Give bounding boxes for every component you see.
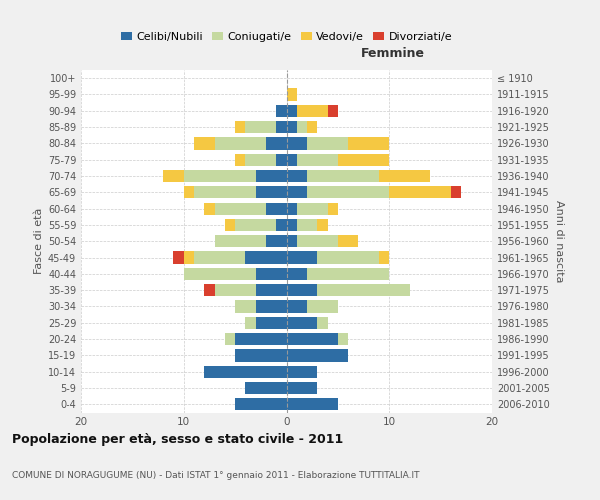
Bar — [389, 186, 451, 198]
Bar — [287, 138, 307, 149]
Bar — [204, 366, 287, 378]
Bar — [307, 186, 389, 198]
Bar — [287, 350, 348, 362]
Bar — [276, 104, 287, 117]
Bar — [256, 186, 287, 198]
Bar — [276, 121, 287, 133]
Bar — [256, 284, 287, 296]
Bar — [245, 121, 276, 133]
Bar — [317, 316, 328, 329]
Bar — [328, 104, 338, 117]
Bar — [245, 154, 276, 166]
Bar — [297, 202, 328, 214]
Bar — [348, 138, 389, 149]
Bar — [307, 268, 389, 280]
Bar — [184, 186, 194, 198]
Bar — [287, 398, 338, 410]
Bar — [287, 382, 317, 394]
Bar — [215, 235, 266, 248]
Bar — [215, 284, 256, 296]
Bar — [287, 170, 307, 182]
Bar — [194, 186, 256, 198]
Bar — [297, 219, 317, 231]
Bar — [317, 219, 328, 231]
Bar — [184, 268, 256, 280]
Bar — [287, 252, 317, 264]
Bar — [297, 235, 338, 248]
Bar — [245, 316, 256, 329]
Bar — [287, 316, 317, 329]
Bar — [287, 219, 297, 231]
Bar — [205, 202, 215, 214]
Bar — [276, 154, 287, 166]
Bar — [287, 104, 297, 117]
Bar — [328, 202, 338, 214]
Bar — [287, 88, 297, 101]
Bar — [215, 202, 266, 214]
Bar — [225, 219, 235, 231]
Bar — [235, 219, 276, 231]
Bar — [287, 154, 297, 166]
Text: Femmine: Femmine — [361, 46, 425, 60]
Bar — [184, 170, 256, 182]
Bar — [379, 170, 430, 182]
Y-axis label: Anni di nascita: Anni di nascita — [554, 200, 564, 282]
Bar — [266, 235, 287, 248]
Bar — [338, 235, 358, 248]
Bar — [307, 138, 348, 149]
Bar — [205, 284, 215, 296]
Legend: Celibi/Nubili, Coniugati/e, Vedovi/e, Divorziati/e: Celibi/Nubili, Coniugati/e, Vedovi/e, Di… — [116, 28, 457, 46]
Bar — [235, 350, 287, 362]
Bar — [256, 316, 287, 329]
Bar — [287, 186, 307, 198]
Bar — [163, 170, 184, 182]
Bar — [287, 333, 338, 345]
Bar — [245, 382, 287, 394]
Bar — [225, 333, 235, 345]
Bar — [184, 252, 194, 264]
Bar — [379, 252, 389, 264]
Bar — [287, 235, 297, 248]
Bar — [235, 300, 256, 312]
Bar — [173, 252, 184, 264]
Bar — [287, 300, 307, 312]
Bar — [266, 202, 287, 214]
Bar — [245, 252, 287, 264]
Bar — [451, 186, 461, 198]
Bar — [287, 366, 317, 378]
Bar — [256, 300, 287, 312]
Bar — [297, 121, 307, 133]
Bar — [194, 138, 215, 149]
Bar — [307, 170, 379, 182]
Bar — [317, 252, 379, 264]
Bar — [287, 121, 297, 133]
Bar — [287, 268, 307, 280]
Bar — [338, 154, 389, 166]
Bar — [194, 252, 245, 264]
Bar — [317, 284, 410, 296]
Bar — [235, 154, 245, 166]
Text: COMUNE DI NORAGUGUME (NU) - Dati ISTAT 1° gennaio 2011 - Elaborazione TUTTITALIA: COMUNE DI NORAGUGUME (NU) - Dati ISTAT 1… — [12, 470, 419, 480]
Bar — [215, 138, 266, 149]
Bar — [287, 284, 317, 296]
Bar — [266, 138, 287, 149]
Bar — [235, 121, 245, 133]
Bar — [338, 333, 348, 345]
Bar — [256, 268, 287, 280]
Bar — [287, 202, 297, 214]
Bar — [235, 333, 287, 345]
Bar — [307, 300, 338, 312]
Y-axis label: Fasce di età: Fasce di età — [34, 208, 44, 274]
Bar — [235, 398, 287, 410]
Bar — [256, 170, 287, 182]
Text: Popolazione per età, sesso e stato civile - 2011: Popolazione per età, sesso e stato civil… — [12, 432, 343, 446]
Bar — [297, 104, 328, 117]
Bar — [307, 121, 317, 133]
Bar — [297, 154, 338, 166]
Bar — [276, 219, 287, 231]
